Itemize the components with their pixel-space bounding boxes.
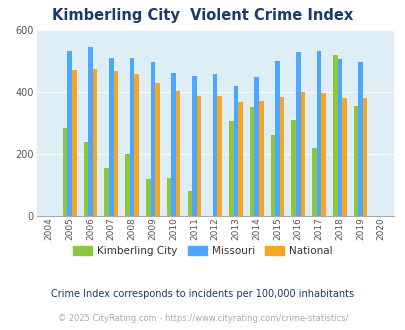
Bar — [83, 142, 88, 216]
Bar — [146, 180, 150, 216]
Bar — [332, 54, 337, 216]
Bar — [125, 154, 130, 216]
Bar — [233, 86, 238, 216]
Text: Crime Index corresponds to incidents per 100,000 inhabitants: Crime Index corresponds to incidents per… — [51, 289, 354, 299]
Bar — [316, 51, 320, 216]
Bar — [291, 120, 295, 216]
Bar — [228, 121, 233, 216]
Bar — [104, 168, 109, 216]
Bar — [320, 93, 325, 216]
Bar — [175, 91, 180, 216]
Bar — [295, 52, 300, 216]
Bar — [279, 97, 283, 216]
Bar — [362, 98, 367, 216]
Bar — [337, 59, 341, 216]
Bar — [249, 107, 254, 216]
Bar — [171, 73, 175, 216]
Bar — [300, 92, 305, 216]
Text: © 2025 CityRating.com - https://www.cityrating.com/crime-statistics/: © 2025 CityRating.com - https://www.city… — [58, 314, 347, 323]
Bar — [196, 96, 201, 216]
Bar — [258, 101, 263, 216]
Bar — [93, 69, 97, 216]
Text: Kimberling City  Violent Crime Index: Kimberling City Violent Crime Index — [52, 8, 353, 23]
Bar — [130, 58, 134, 216]
Bar — [134, 74, 139, 216]
Bar — [109, 58, 113, 216]
Bar — [150, 62, 155, 216]
Bar — [72, 70, 77, 216]
Bar — [63, 128, 67, 216]
Bar — [358, 62, 362, 216]
Bar — [217, 96, 222, 216]
Bar — [67, 51, 72, 216]
Bar — [341, 98, 346, 216]
Bar — [113, 71, 118, 216]
Bar — [155, 83, 159, 216]
Bar — [187, 191, 192, 216]
Bar — [192, 76, 196, 216]
Bar — [353, 107, 358, 216]
Bar — [275, 61, 279, 216]
Bar — [254, 77, 258, 216]
Bar — [212, 74, 217, 216]
Bar — [88, 47, 93, 216]
Bar — [166, 178, 171, 216]
Legend: Kimberling City, Missouri, National: Kimberling City, Missouri, National — [69, 242, 336, 260]
Bar — [311, 148, 316, 216]
Bar — [270, 135, 275, 216]
Bar — [238, 102, 242, 216]
